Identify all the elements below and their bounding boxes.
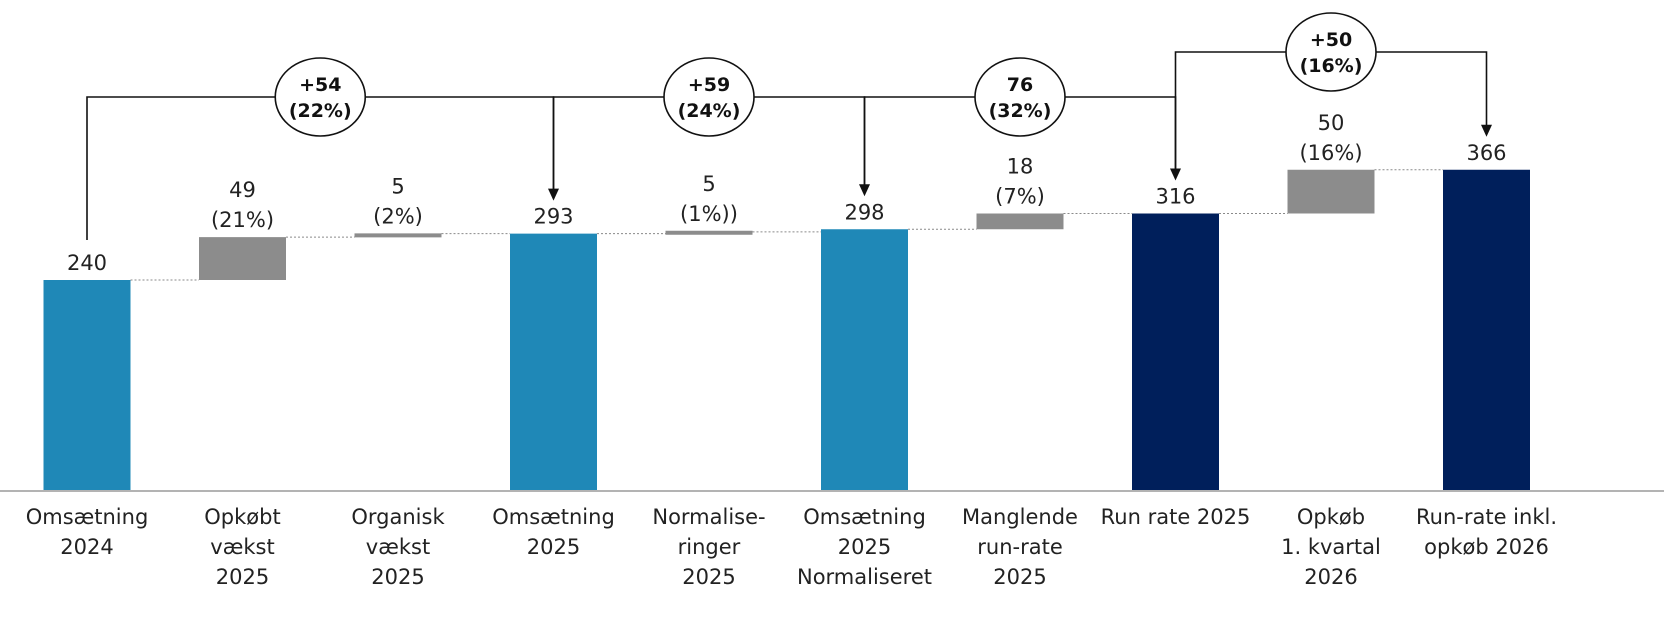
category-label-0: Omsætning — [26, 505, 149, 529]
category-label-8: 1. kvartal — [1281, 535, 1381, 559]
bracket-arrow-0 — [548, 188, 559, 201]
value-label-6: (7%) — [995, 185, 1045, 209]
category-label-5: Omsætning — [803, 505, 926, 529]
category-labels: Omsætning 2024 Opkøbt vækst 2025 Organisk væks… — [26, 505, 1557, 589]
annotation-bubble-1 — [663, 57, 755, 137]
category-label-8: 2026 — [1304, 565, 1357, 589]
value-label-1: 49 — [229, 178, 256, 202]
category-label-2: Organisk — [351, 505, 445, 529]
category-label-2: 2025 — [371, 565, 424, 589]
bar-9 — [1443, 169, 1530, 490]
annotation-bubble-0 — [274, 57, 367, 137]
bar-1 — [199, 237, 286, 280]
annotation-label-1: (24%) — [678, 100, 741, 122]
category-label-1: vækst — [210, 535, 274, 559]
category-label-4: 2025 — [682, 565, 735, 589]
bar-6 — [976, 213, 1064, 230]
value-label-2: (2%) — [373, 204, 423, 228]
bar-8 — [1287, 169, 1375, 214]
annotation-label-1: +59 — [688, 74, 730, 96]
category-label-3: 2025 — [527, 535, 580, 559]
value-label-7: 316 — [1155, 185, 1195, 209]
bar-4 — [665, 230, 753, 235]
category-label-9: opkøb 2026 — [1424, 535, 1549, 559]
value-label-1: (21%) — [211, 208, 274, 232]
bar-0 — [43, 280, 131, 490]
category-label-1: 2025 — [216, 565, 269, 589]
value-label-4: 5 — [702, 172, 715, 196]
category-label-1: Opkøbt — [204, 505, 280, 529]
bracket-arrow-1 — [859, 184, 870, 197]
value-label-9: 366 — [1466, 141, 1506, 165]
value-label-4: (1%)) — [680, 202, 738, 226]
category-label-0: 2024 — [60, 535, 113, 559]
value-label-0: 240 — [67, 251, 107, 275]
category-label-6: 2025 — [993, 565, 1046, 589]
category-label-4: Normalise- — [652, 505, 765, 529]
bracket-arrow-3 — [1481, 124, 1492, 137]
change-annotations: +54 (22%) +59 (24%) 76 (32%) +50 (16%) — [86, 12, 1492, 240]
category-label-6: run-rate — [977, 535, 1063, 559]
value-label-3: 293 — [533, 205, 573, 229]
annotation-bubble-2 — [974, 57, 1066, 137]
category-label-5: Normaliseret — [797, 565, 932, 589]
annotation-label-2: (32%) — [989, 100, 1052, 122]
category-label-3: Omsætning — [492, 505, 615, 529]
value-label-8: 50 — [1318, 111, 1345, 135]
annotation-label-0: +54 — [299, 74, 341, 96]
annotation-label-2: 76 — [1007, 74, 1033, 96]
annotation-bubble-3 — [1285, 12, 1377, 92]
category-label-8: Opkøb — [1297, 505, 1365, 529]
annotation-label-3: +50 — [1310, 29, 1352, 51]
annotation-label-3: (16%) — [1300, 55, 1363, 77]
value-label-5: 298 — [844, 200, 884, 224]
bars — [43, 169, 1530, 490]
value-label-2: 5 — [391, 174, 404, 198]
category-label-2: vækst — [366, 535, 430, 559]
category-label-6: Manglende — [962, 505, 1078, 529]
bar-5 — [821, 229, 908, 490]
category-label-4: ringer — [678, 535, 741, 559]
category-label-9: Run-rate inkl. — [1416, 505, 1557, 529]
category-label-5: 2025 — [838, 535, 891, 559]
bar-2 — [354, 233, 442, 238]
bracket-arrow-2 — [1170, 168, 1181, 181]
value-label-8: (16%) — [1299, 141, 1362, 165]
connector-lines — [130, 169, 1443, 281]
value-label-6: 18 — [1007, 155, 1034, 179]
value-labels: 240 49 (21%) 5 (2%) 293 5 (1%)) 298 18 (7%) 316 50 (1… — [67, 111, 1507, 275]
bar-3 — [510, 233, 597, 490]
annotation-label-0: (22%) — [289, 100, 352, 122]
category-label-7: Run rate 2025 — [1101, 505, 1251, 529]
bar-7 — [1132, 213, 1219, 490]
